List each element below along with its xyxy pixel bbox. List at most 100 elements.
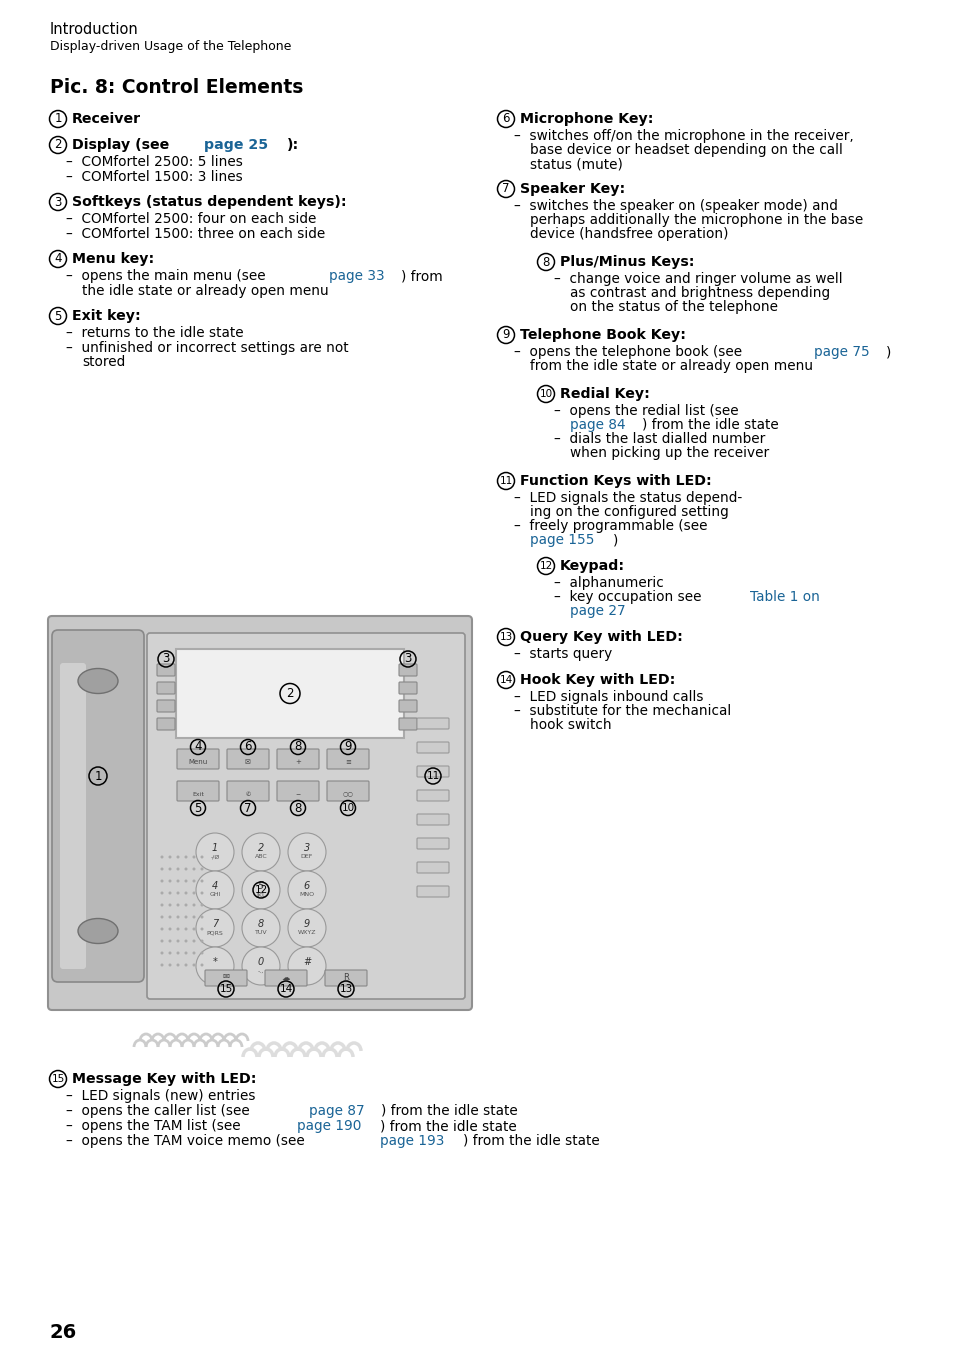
Text: 1: 1 [212, 844, 218, 853]
Text: page 155: page 155 [530, 533, 594, 548]
Text: –  substitute for the mechanical: – substitute for the mechanical [514, 704, 731, 718]
Text: ) from the idle state: ) from the idle state [462, 1134, 598, 1148]
Circle shape [160, 952, 163, 955]
Text: 8: 8 [257, 919, 264, 929]
Text: ) from: ) from [400, 269, 442, 283]
Text: –  COMfortel 2500: 5 lines: – COMfortel 2500: 5 lines [66, 155, 243, 169]
Text: –  starts query: – starts query [514, 648, 612, 661]
Text: 10: 10 [341, 803, 355, 813]
Text: from the idle state or already open menu: from the idle state or already open menu [530, 360, 812, 373]
FancyBboxPatch shape [157, 700, 174, 713]
Circle shape [176, 868, 179, 871]
Text: 8: 8 [294, 802, 301, 814]
Circle shape [169, 964, 172, 967]
FancyBboxPatch shape [416, 742, 449, 753]
Text: 5: 5 [194, 802, 201, 814]
Text: Display-driven Usage of the Telephone: Display-driven Usage of the Telephone [50, 41, 291, 53]
FancyBboxPatch shape [60, 662, 86, 969]
Circle shape [160, 868, 163, 871]
Text: –  dials the last dialled number: – dials the last dialled number [554, 433, 764, 446]
Circle shape [200, 880, 203, 883]
Text: Pic. 8: Control Elements: Pic. 8: Control Elements [50, 78, 303, 97]
Text: -/Ø: -/Ø [210, 854, 219, 860]
Text: 9: 9 [304, 919, 310, 929]
Circle shape [184, 940, 188, 942]
Text: –  opens the redial list (see: – opens the redial list (see [554, 404, 738, 418]
Text: WXYZ: WXYZ [297, 930, 315, 936]
Text: R: R [343, 972, 349, 982]
FancyBboxPatch shape [276, 749, 318, 769]
FancyBboxPatch shape [276, 781, 318, 800]
Circle shape [184, 964, 188, 967]
Text: 4: 4 [194, 741, 201, 753]
Circle shape [193, 964, 195, 967]
Text: –  switches off/on the microphone in the receiver,: – switches off/on the microphone in the … [514, 128, 853, 143]
Text: ): ) [613, 533, 618, 548]
Text: –  key occupation see: – key occupation see [554, 589, 705, 604]
Text: 3: 3 [404, 653, 412, 665]
Circle shape [184, 856, 188, 859]
Circle shape [242, 909, 280, 946]
Text: base device or headset depending on the call: base device or headset depending on the … [530, 143, 842, 157]
Text: ✆: ✆ [245, 791, 251, 796]
Text: 9: 9 [344, 741, 352, 753]
Text: Plus/Minus Keys:: Plus/Minus Keys: [559, 256, 694, 269]
Circle shape [160, 880, 163, 883]
Text: 2: 2 [54, 138, 62, 151]
Text: GHI: GHI [209, 892, 220, 898]
Text: hook switch: hook switch [530, 718, 611, 731]
Text: 13: 13 [339, 984, 353, 994]
Text: –  opens the main menu (see: – opens the main menu (see [66, 269, 270, 283]
Text: page 33: page 33 [329, 269, 384, 283]
Circle shape [288, 946, 326, 986]
Text: Display (see: Display (see [71, 138, 174, 151]
Text: Function Keys with LED:: Function Keys with LED: [519, 475, 711, 488]
Text: 3: 3 [54, 196, 62, 208]
FancyBboxPatch shape [52, 630, 144, 982]
Circle shape [195, 833, 233, 871]
Text: –  LED signals the status depend-: – LED signals the status depend- [514, 491, 741, 506]
FancyBboxPatch shape [398, 664, 416, 676]
Text: ) from the idle state: ) from the idle state [380, 1105, 517, 1118]
Text: Introduction: Introduction [50, 22, 138, 37]
Circle shape [200, 891, 203, 895]
Circle shape [169, 868, 172, 871]
Circle shape [288, 871, 326, 909]
Circle shape [176, 903, 179, 906]
Ellipse shape [78, 918, 118, 944]
Circle shape [176, 891, 179, 895]
Text: the idle state or already open menu: the idle state or already open menu [82, 284, 328, 297]
Text: 8: 8 [541, 256, 549, 269]
Circle shape [288, 833, 326, 871]
Circle shape [160, 915, 163, 918]
Text: on the status of the telephone: on the status of the telephone [569, 300, 778, 314]
Circle shape [160, 927, 163, 930]
FancyBboxPatch shape [416, 863, 449, 873]
Circle shape [169, 856, 172, 859]
Text: −: − [295, 791, 300, 796]
Text: page 27: page 27 [569, 604, 625, 618]
Circle shape [195, 871, 233, 909]
FancyBboxPatch shape [175, 649, 403, 738]
Circle shape [242, 946, 280, 986]
Text: 12: 12 [254, 886, 268, 895]
Text: Telephone Book Key:: Telephone Book Key: [519, 329, 685, 342]
Circle shape [160, 891, 163, 895]
Text: status (mute): status (mute) [530, 157, 622, 170]
Circle shape [193, 927, 195, 930]
Circle shape [195, 909, 233, 946]
Circle shape [193, 952, 195, 955]
Circle shape [193, 856, 195, 859]
Circle shape [193, 880, 195, 883]
Text: stored: stored [82, 356, 125, 369]
Text: *: * [213, 957, 217, 967]
FancyBboxPatch shape [177, 781, 219, 800]
FancyBboxPatch shape [416, 767, 449, 777]
Text: 14: 14 [498, 675, 512, 685]
Text: 15: 15 [51, 1073, 65, 1084]
Circle shape [288, 909, 326, 946]
FancyBboxPatch shape [48, 617, 472, 1010]
Text: #: # [303, 957, 311, 967]
Text: MNO: MNO [299, 892, 314, 898]
Circle shape [242, 833, 280, 871]
